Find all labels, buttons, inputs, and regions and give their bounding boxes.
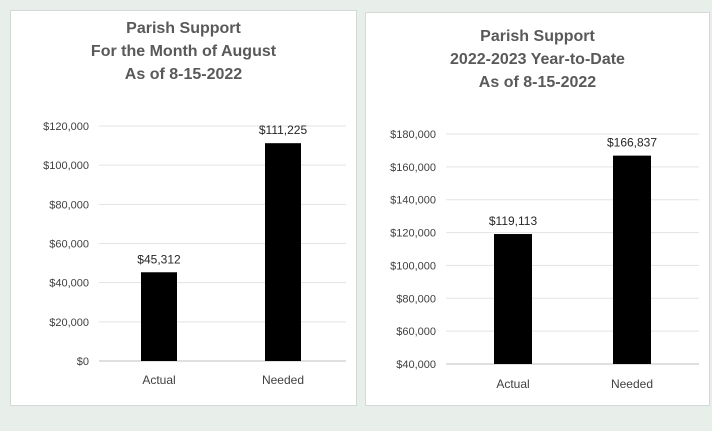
- bar-chart-ytd: $40,000 $60,000 $80,000 $100,000 $120,000 $14…: [390, 129, 699, 391]
- y-tick-label: $80,000: [49, 199, 89, 211]
- chart-title-ytd: Parish Support 2022-2023 Year-to-Date As…: [366, 25, 709, 94]
- data-label: $45,312: [137, 252, 181, 266]
- category-label: Needed: [611, 377, 653, 391]
- bar-needed: [613, 155, 651, 364]
- y-tick-label: $60,000: [49, 239, 89, 251]
- y-tick-label: $40,000: [396, 359, 436, 371]
- y-tick-label: $40,000: [49, 278, 89, 290]
- y-tick-label: $0: [77, 356, 89, 368]
- y-tick-label: $120,000: [43, 121, 89, 133]
- title-line: Parish Support: [126, 20, 241, 37]
- title-line: For the Month of August: [90, 43, 277, 60]
- bar-actual: [494, 234, 532, 364]
- y-tick-label: $60,000: [396, 326, 436, 338]
- y-tick-label: $20,000: [49, 317, 89, 329]
- title-line: Parish Support: [480, 28, 595, 45]
- title-line: 2022-2023 Year-to-Date: [450, 51, 625, 68]
- bar-needed: [265, 143, 301, 361]
- y-tick-label: $100,000: [390, 260, 436, 272]
- chart-title-monthly: Parish Support For the Month of August A…: [11, 17, 356, 86]
- y-tick-label: $180,000: [390, 129, 436, 141]
- data-label: $111,225: [259, 123, 308, 137]
- y-tick-label: $160,000: [390, 162, 436, 174]
- bar-chart-monthly: $0 $20,000 $40,000 $60,000 $80,000 $100,000 $1…: [43, 121, 346, 387]
- y-tick-label: $120,000: [390, 228, 436, 240]
- bar-actual: [141, 272, 177, 361]
- chart-panel-monthly: Parish Support For the Month of August A…: [10, 10, 357, 406]
- chart-panel-ytd: Parish Support 2022-2023 Year-to-Date As…: [365, 12, 710, 406]
- title-line: As of 8-15-2022: [478, 74, 597, 91]
- y-tick-label: $100,000: [43, 160, 89, 172]
- category-label: Needed: [262, 373, 304, 387]
- title-line: As of 8-15-2022: [124, 66, 243, 83]
- y-tick-label: $140,000: [390, 195, 436, 207]
- category-label: Actual: [142, 373, 175, 387]
- data-label: $119,113: [489, 214, 538, 228]
- category-label: Actual: [496, 377, 529, 391]
- data-label: $166,837: [607, 136, 657, 150]
- y-tick-label: $80,000: [396, 293, 436, 305]
